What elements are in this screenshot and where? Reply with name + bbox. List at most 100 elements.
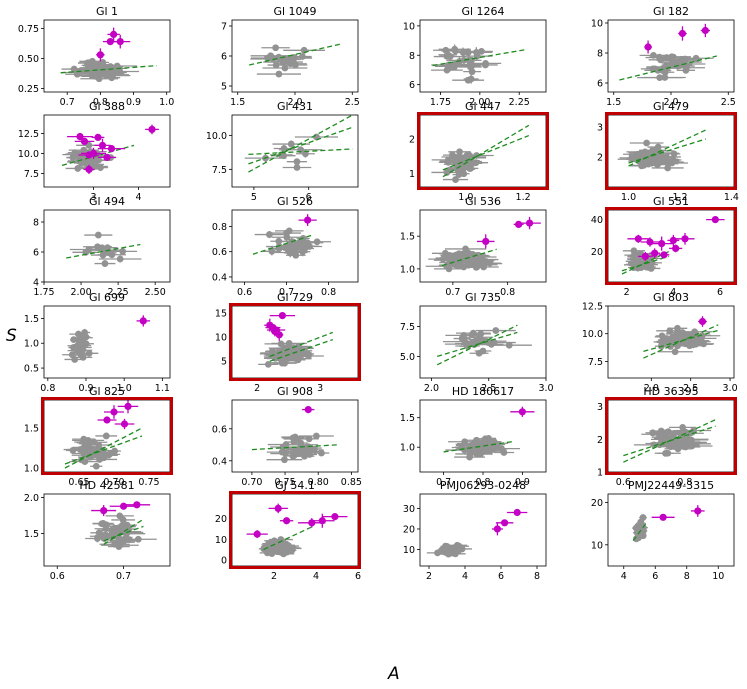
grey-point xyxy=(647,265,655,272)
x-tick-label: 0.7 xyxy=(60,97,75,108)
y-tick-label: 1.0 xyxy=(400,443,415,454)
axes-frame xyxy=(43,114,171,188)
y-tick-label: 6 xyxy=(221,52,227,63)
grey-point xyxy=(661,434,669,441)
subplot-12: Gl 551 2 4 6 20 40 xyxy=(591,195,737,298)
grey-point xyxy=(94,70,101,77)
grey-point xyxy=(492,327,500,334)
y-tick-label: 1.5 xyxy=(24,314,39,325)
grey-point xyxy=(281,64,289,72)
grey-point xyxy=(74,165,82,172)
magenta-point xyxy=(651,249,659,257)
magenta-point xyxy=(660,251,668,259)
x-tick-label: 6 xyxy=(355,571,361,582)
x-tick-label: 1.0 xyxy=(117,383,132,394)
magenta-point xyxy=(85,151,93,159)
x-tick-label: 0.8 xyxy=(500,287,515,298)
y-tick-label: 0.4 xyxy=(212,456,227,467)
magenta-point xyxy=(94,133,102,141)
x-tick-label: 8 xyxy=(684,571,690,582)
y-tick-label: 6 xyxy=(33,248,39,259)
axes-frame xyxy=(231,114,359,188)
grey-point xyxy=(661,74,669,81)
grey-point xyxy=(670,53,677,61)
x-tick-label: 1.1 xyxy=(155,383,170,394)
y-tick-label: 20 xyxy=(215,514,227,525)
x-tick-label: 0.9 xyxy=(78,383,93,394)
grey-point xyxy=(682,443,690,451)
magenta-point xyxy=(103,153,111,161)
subplot-title: HD 36395 xyxy=(643,385,698,398)
grey-point xyxy=(73,342,81,350)
y-tick-label: 2.0 xyxy=(24,493,39,504)
grey-point xyxy=(637,519,645,527)
fit-line xyxy=(628,129,706,167)
grey-point xyxy=(445,61,452,69)
grey-point xyxy=(682,66,690,74)
y-tick-label: 3 xyxy=(597,402,603,413)
magenta-point xyxy=(253,530,261,538)
grey-point xyxy=(116,255,124,263)
grey-point xyxy=(275,237,283,245)
x-tick-label: 2.00 xyxy=(70,287,91,298)
subplot-title: PMJ22449-3315 xyxy=(628,479,714,492)
highlight-box xyxy=(605,112,737,190)
grey-point xyxy=(99,520,107,527)
magenta-point xyxy=(148,125,156,133)
grey-point xyxy=(116,541,124,549)
magenta-point xyxy=(646,238,654,246)
subplot-22: GJ 54.1 2 4 6 0 10 20 xyxy=(215,479,361,582)
grey-point xyxy=(664,63,671,71)
fit-line xyxy=(251,444,339,451)
grey-point xyxy=(75,336,83,344)
fit-line xyxy=(643,324,719,359)
y-tick-label: 15 xyxy=(215,309,227,320)
fit-line xyxy=(263,526,313,551)
grey-point xyxy=(633,529,641,537)
figure-ylabel: S xyxy=(6,326,17,346)
x-tick-label: 1.2 xyxy=(672,192,687,203)
y-tick-label: 7.5 xyxy=(400,322,415,333)
magenta-point xyxy=(493,525,501,533)
grey-point xyxy=(299,248,307,256)
magenta-point xyxy=(669,236,677,244)
subplot-11: Gl 536 0.7 0.8 1.0 1.5 xyxy=(400,195,547,298)
grey-point xyxy=(94,243,101,251)
x-tick-label: 4 xyxy=(313,571,319,582)
subplot-title: Gl 388 xyxy=(89,100,125,113)
subplot-5: Gl 388 3 4 7.5 10.0 12.5 xyxy=(18,100,171,203)
grey-point xyxy=(313,238,321,246)
axes-frame xyxy=(607,493,735,567)
x-tick-label: 4 xyxy=(462,571,468,582)
x-tick-label: 0.80 xyxy=(308,477,329,488)
grey-point xyxy=(272,44,280,52)
subplot-title: Gl 431 xyxy=(277,100,313,113)
grey-point xyxy=(266,545,274,552)
grey-point xyxy=(662,449,669,457)
grey-point xyxy=(661,155,669,163)
subplot-title: Gl 825 xyxy=(89,385,125,398)
grey-point xyxy=(456,148,463,156)
magenta-point xyxy=(318,517,326,525)
figure-xlabel: A xyxy=(388,664,400,684)
highlight-box xyxy=(41,397,173,475)
grey-point xyxy=(77,351,85,359)
y-tick-label: 10.0 xyxy=(206,131,227,142)
grey-point xyxy=(451,45,459,53)
highlight-box xyxy=(229,303,361,381)
fit-line xyxy=(628,138,706,164)
x-tick-label: 2.5 xyxy=(345,97,360,108)
y-tick-label: 10 xyxy=(591,19,603,30)
grey-point xyxy=(102,532,110,540)
grey-point xyxy=(505,341,513,349)
magenta-point xyxy=(304,216,312,224)
x-tick-label: 0.8 xyxy=(321,287,336,298)
subplot-1: Gl 1 0.7 0.8 0.9 1.0 0.25 0.50 0.75 xyxy=(18,5,174,108)
axes-frame xyxy=(419,19,547,93)
grey-point xyxy=(691,328,699,336)
grey-point xyxy=(442,46,450,54)
subplot-title: Gl 551 xyxy=(653,195,689,208)
fit-line xyxy=(248,126,353,165)
x-tick-label: 2 xyxy=(271,571,277,582)
y-tick-label: 12.5 xyxy=(18,129,39,140)
